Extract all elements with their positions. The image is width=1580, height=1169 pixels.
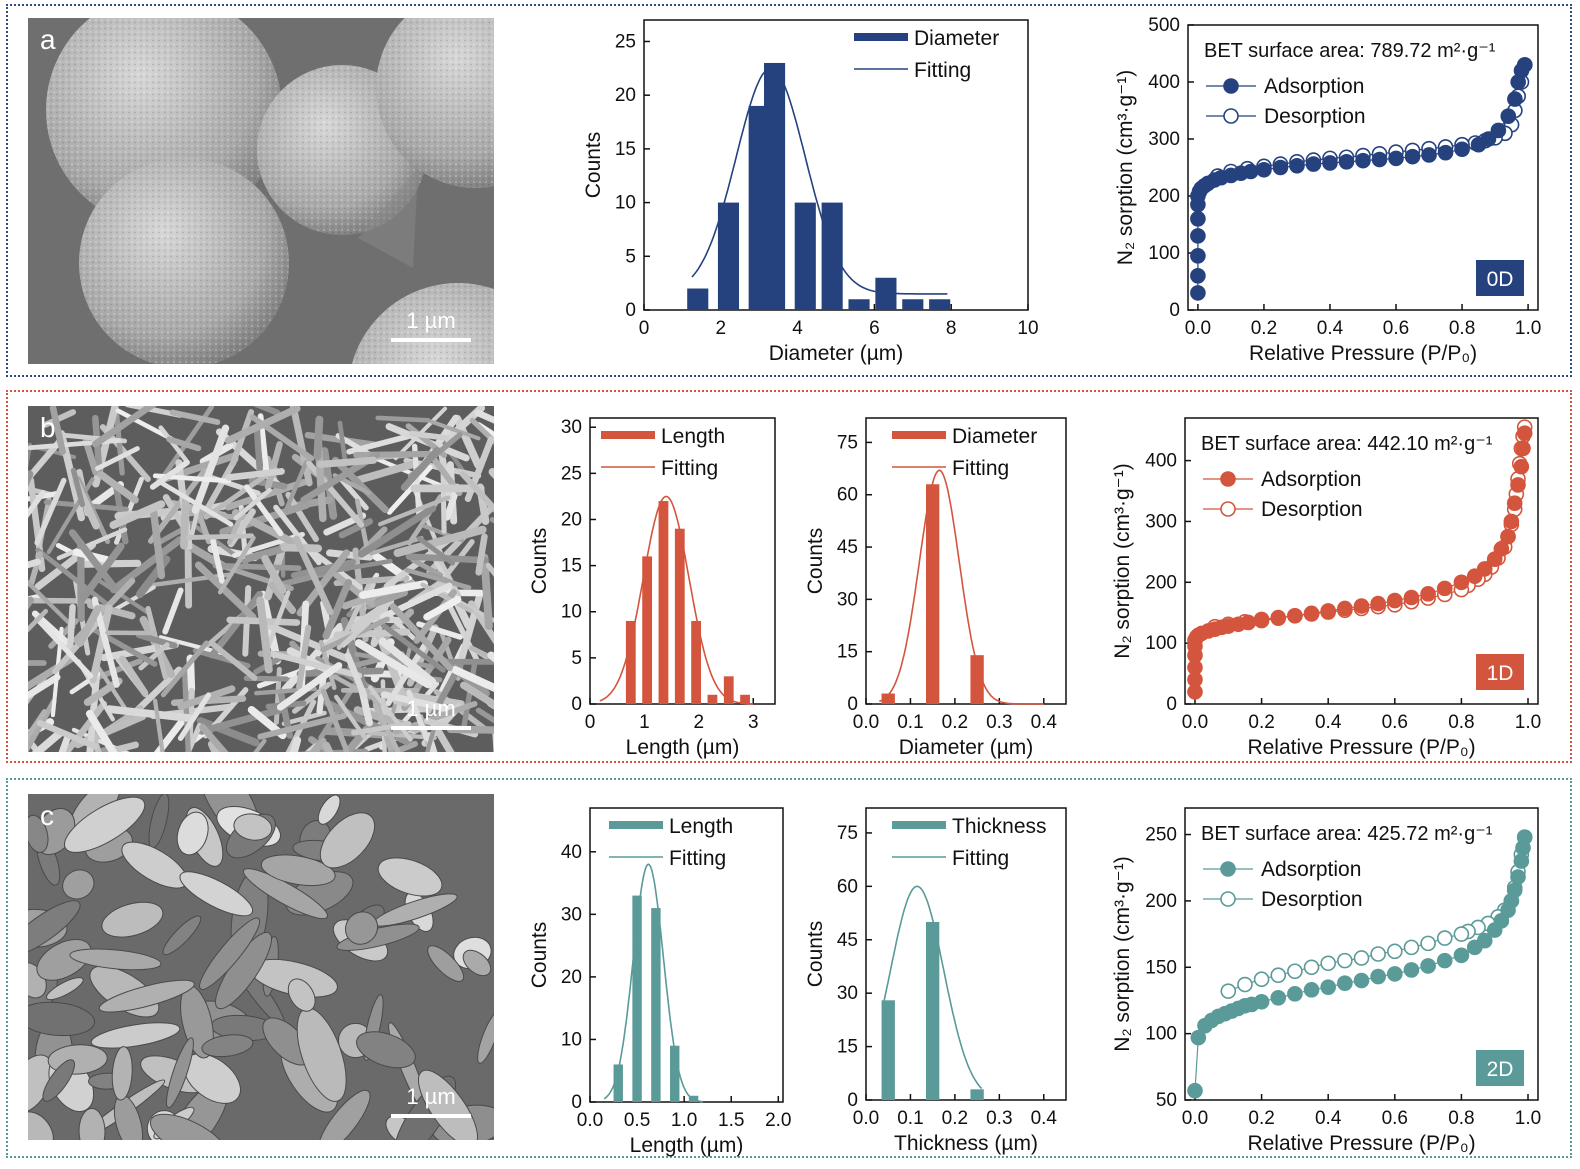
sem-image-0d: a 1 µm: [28, 18, 494, 364]
scale-bar-label: 1 µm: [406, 696, 456, 721]
panel-letter: c: [40, 800, 54, 831]
sem-spheres-picture: [28, 18, 494, 364]
scale-bar: 1 µm: [391, 696, 471, 730]
sem-nanorods-picture: [28, 406, 494, 752]
panel-1d: b 1 µm: [6, 390, 1572, 763]
panel-0d: a 1 µm: [6, 4, 1572, 377]
scale-bar-line: [391, 338, 471, 342]
scale-bar-label: 1 µm: [406, 308, 456, 333]
scale-bar-label: 1 µm: [406, 1084, 456, 1109]
sem-image-1d: b 1 µm: [28, 406, 494, 752]
panel-letter: a: [40, 24, 56, 55]
panel-2d: c 1 µm: [6, 778, 1572, 1158]
panel-letter: b: [40, 412, 56, 443]
scale-bar-line: [391, 726, 471, 730]
scale-bar-line: [391, 1114, 471, 1118]
scale-bar: 1 µm: [391, 1084, 471, 1118]
sem-image-2d: c 1 µm: [28, 794, 494, 1140]
sem-nanosheets-picture: [28, 794, 494, 1140]
scale-bar: 1 µm: [391, 308, 471, 342]
